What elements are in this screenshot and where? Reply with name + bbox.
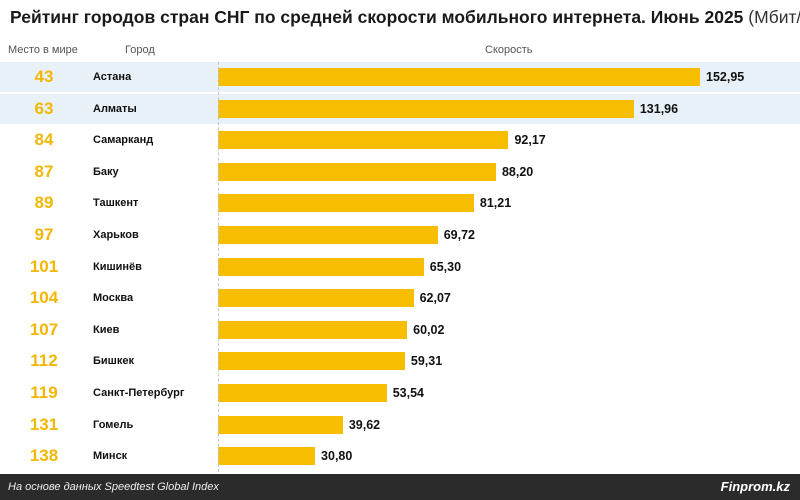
bar (218, 320, 408, 339)
bar (218, 194, 474, 213)
data-label: 59,31 (410, 354, 443, 369)
footer-bar: На основе данных Speedtest Global Index … (0, 474, 800, 500)
category-label: Астана (93, 71, 132, 83)
axis-divider (218, 62, 219, 472)
category-label: Бишкек (93, 355, 134, 368)
table-row: 101 Кишинёв 65,30 (0, 252, 800, 282)
category-label: Самарканд (93, 134, 154, 147)
rank-label: 138 (29, 446, 59, 466)
category-label: Ташкент (93, 197, 139, 210)
table-row: 107 Киев 60,02 (0, 315, 800, 345)
data-label: 30,80 (321, 449, 353, 464)
table-row: 131 Гомель 39,62 (0, 410, 800, 440)
category-label: Москва (93, 292, 134, 305)
rank-label: 104 (29, 288, 59, 308)
bar (218, 415, 343, 434)
bar (218, 447, 316, 466)
data-label: 131,96 (639, 101, 679, 116)
bar (218, 226, 438, 244)
data-label: 62,07 (419, 291, 451, 306)
bar (218, 289, 414, 308)
category-label: Гомель (93, 418, 134, 431)
chart-title-text: Рейтинг городов стран СНГ по средней ско… (10, 7, 744, 27)
table-row: 138 Минск 30,80 (0, 441, 800, 471)
bar (218, 352, 405, 371)
table-row: 104 Москва 62,07 (0, 283, 800, 313)
table-row: 97 Харьков 69,72 (0, 220, 800, 250)
rank-label: 97 (34, 225, 54, 244)
rank-label: 101 (29, 256, 59, 276)
category-label: Минск (93, 450, 128, 463)
category-label: Киев (93, 323, 120, 336)
rank-label: 84 (34, 130, 54, 150)
brand-logo: Finprom.kz (720, 479, 790, 494)
data-label: 88,20 (501, 164, 534, 179)
category-label: Кишинёв (93, 260, 142, 273)
rank-label: 119 (30, 383, 58, 402)
table-row: 43 Астана 152,95 (0, 62, 800, 92)
rank-label: 87 (34, 161, 54, 181)
rank-label: 43 (34, 67, 54, 86)
data-label: 60,02 (413, 322, 445, 337)
column-header-rank: Место в мире (8, 44, 78, 56)
table-row: 87 Баку 88,20 (0, 157, 800, 187)
rank-label: 89 (34, 193, 54, 213)
category-label: Санкт-Петербург (93, 387, 185, 399)
data-label: 39,62 (348, 417, 381, 432)
rank-label: 131 (29, 414, 59, 434)
data-label: 81,21 (479, 196, 512, 211)
data-label: 152,95 (706, 70, 745, 84)
chart-title: Рейтинг городов стран СНГ по средней ско… (10, 7, 800, 28)
category-label: Алматы (93, 102, 137, 115)
table-row: 89 Ташкент 81,21 (0, 188, 800, 218)
bar (218, 257, 424, 276)
table-row: 84 Самарканд 92,17 (0, 125, 800, 155)
data-label: 53,54 (392, 386, 424, 400)
bar (218, 99, 634, 118)
table-row: 63 Алматы 131,96 (0, 93, 800, 124)
bar (218, 131, 509, 150)
rank-label: 107 (29, 319, 59, 339)
rank-label: 112 (30, 351, 58, 371)
rank-label: 63 (34, 98, 54, 118)
category-label: Харьков (93, 229, 139, 241)
table-row: 112 Бишкек 59,31 (0, 346, 800, 376)
chart-unit: (Мбит/с) (748, 7, 800, 27)
bar (218, 162, 496, 181)
category-label: Баку (93, 165, 119, 178)
column-header-speed: Скорость (485, 44, 533, 56)
bar (218, 68, 700, 86)
source-note: На основе данных Speedtest Global Index (8, 481, 219, 493)
data-label: 92,17 (514, 133, 546, 148)
column-header-city: Город (125, 44, 155, 56)
table-row: 119 Санкт-Петербург 53,54 (0, 378, 800, 408)
data-label: 69,72 (443, 228, 475, 242)
bar (218, 384, 387, 402)
data-label: 65,30 (429, 259, 462, 274)
